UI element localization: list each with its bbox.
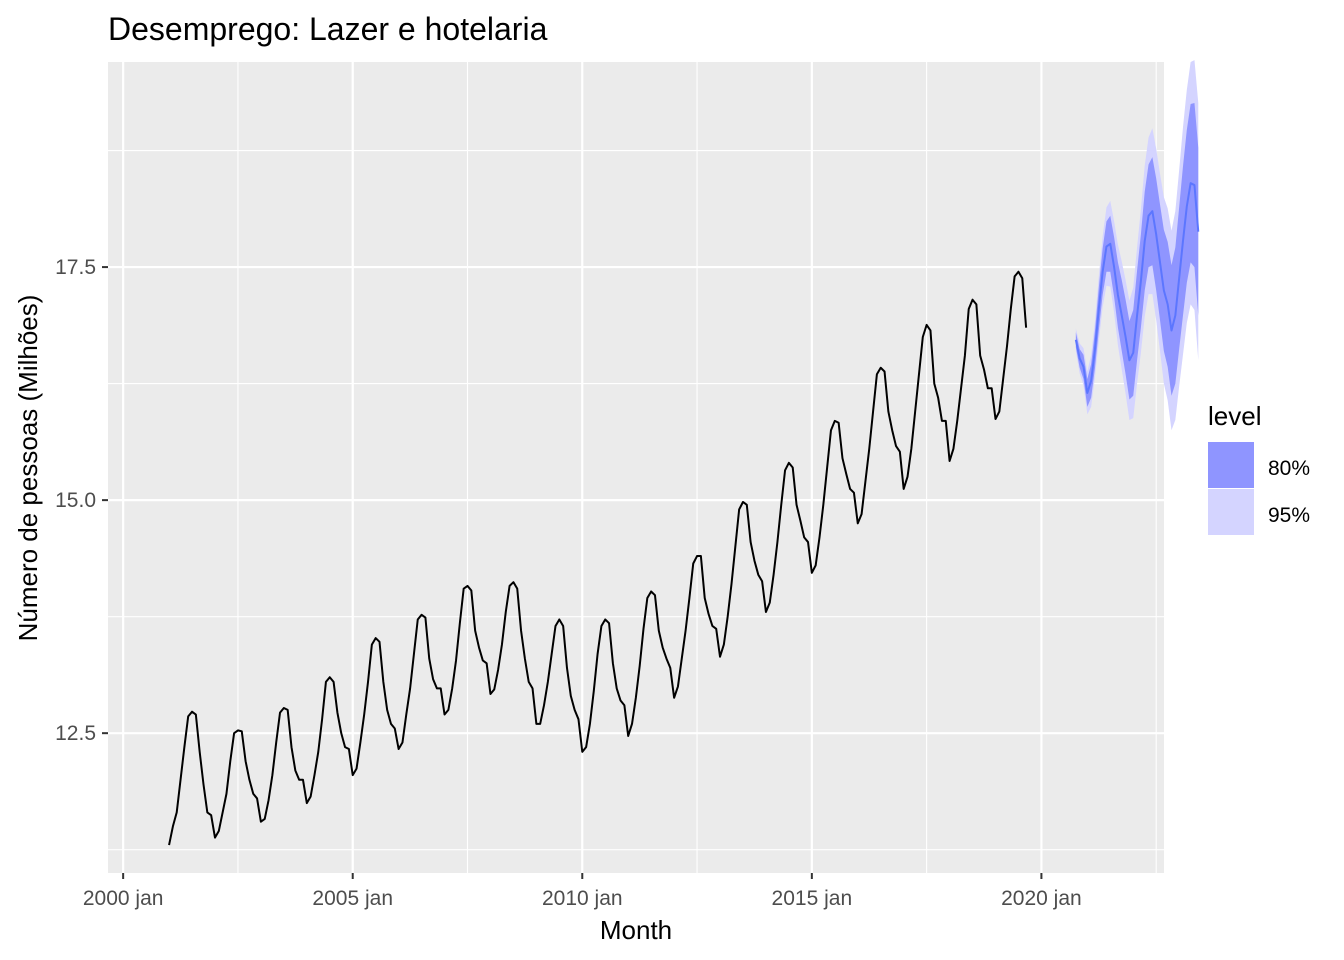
y-tick-label: 12.5 xyxy=(55,722,96,745)
y-tick-label: 15.0 xyxy=(55,489,96,512)
legend-key-80 xyxy=(1208,442,1254,488)
prediction-intervals xyxy=(1075,60,1199,431)
chart-title: Desemprego: Lazer e hotelaria xyxy=(108,11,548,47)
legend-label-80: 80% xyxy=(1268,457,1310,480)
history-line xyxy=(168,270,1028,846)
major-grid xyxy=(108,62,1164,873)
x-axis-tick-labels: 2000 jan 2005 jan 2010 jan 2015 jan 2020 jan xyxy=(83,887,1082,910)
band-80 xyxy=(1075,103,1199,407)
x-tick-label: 2000 jan xyxy=(83,887,164,910)
x-axis-title: Month xyxy=(600,915,672,945)
legend-key-95 xyxy=(1208,489,1254,535)
x-tick-label: 2010 jan xyxy=(542,887,623,910)
y-axis-tick-labels: 12.5 15.0 17.5 xyxy=(55,256,96,745)
axis-ticks xyxy=(102,266,1043,879)
y-tick-label: 17.5 xyxy=(55,256,96,279)
x-tick-label: 2005 jan xyxy=(312,887,393,910)
x-tick-label: 2020 jan xyxy=(1001,887,1082,910)
legend-label-95: 95% xyxy=(1268,504,1310,527)
minor-grid xyxy=(108,62,1164,873)
y-axis-title: Número de pessoas (Milhões) xyxy=(13,295,43,642)
plot-panel xyxy=(108,62,1164,873)
legend: level 80% 95% xyxy=(1208,401,1310,535)
x-tick-label: 2015 jan xyxy=(772,887,853,910)
forecast-mean-line xyxy=(1074,182,1200,394)
series-lines xyxy=(168,182,1200,846)
legend-title: level xyxy=(1208,401,1261,431)
